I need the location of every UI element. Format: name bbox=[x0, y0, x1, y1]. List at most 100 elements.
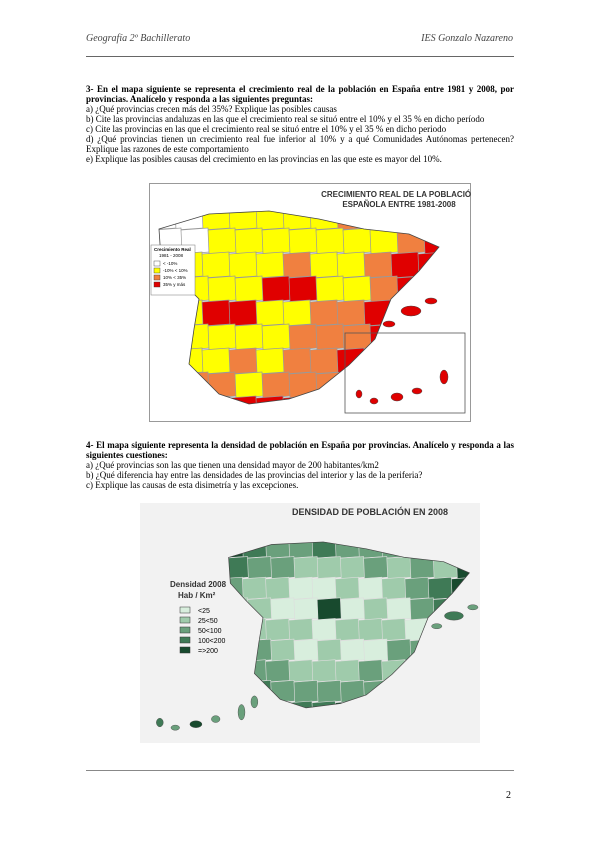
province bbox=[282, 347, 313, 375]
legend-label: < -10% bbox=[163, 261, 177, 266]
province bbox=[293, 556, 320, 580]
legend-swatch bbox=[153, 274, 161, 281]
legend: Densidad 2008 Hab / Km² <25 25<50 50<100… bbox=[170, 580, 227, 655]
province bbox=[288, 323, 319, 351]
province bbox=[311, 576, 338, 600]
island bbox=[382, 320, 396, 328]
island bbox=[444, 611, 464, 621]
legend-label: -10% < 10% bbox=[163, 268, 188, 273]
province bbox=[201, 251, 232, 279]
legend-swatch bbox=[179, 606, 191, 614]
province bbox=[363, 251, 394, 279]
province bbox=[381, 618, 407, 642]
province bbox=[316, 638, 343, 662]
province bbox=[234, 323, 265, 351]
province bbox=[270, 556, 297, 580]
province bbox=[234, 371, 265, 399]
island bbox=[170, 724, 180, 731]
province bbox=[261, 275, 292, 303]
section-3: 3- En el mapa siguiente se representa el… bbox=[86, 84, 514, 164]
coastline bbox=[228, 541, 470, 709]
province bbox=[207, 275, 238, 303]
legend: Crecimiento Real 1981 - 2008 < -10% -10%… bbox=[150, 244, 196, 296]
island bbox=[424, 297, 438, 305]
province bbox=[288, 576, 315, 600]
island bbox=[390, 392, 404, 402]
province bbox=[282, 299, 313, 327]
island bbox=[411, 387, 423, 395]
province bbox=[265, 659, 291, 683]
island bbox=[431, 623, 443, 629]
province bbox=[270, 597, 297, 621]
legend-label: 35% y más bbox=[163, 282, 186, 287]
header-rule bbox=[86, 56, 514, 57]
province bbox=[404, 576, 431, 600]
question: d) ¿Qué provincias tienen un crecimiento… bbox=[86, 134, 514, 154]
question: b) Cite las provincias andaluzas en las … bbox=[86, 114, 485, 124]
page-number: 2 bbox=[506, 790, 511, 801]
legend-swatch bbox=[179, 626, 191, 634]
province bbox=[293, 680, 320, 704]
island bbox=[355, 389, 363, 399]
province bbox=[261, 371, 292, 399]
legend-swatch bbox=[179, 616, 191, 624]
coastline bbox=[158, 210, 440, 405]
province bbox=[316, 597, 343, 621]
header-left: Geografía 2º Bachillerato bbox=[86, 33, 191, 44]
province bbox=[336, 299, 367, 327]
province bbox=[270, 638, 297, 662]
island bbox=[237, 704, 246, 721]
province bbox=[363, 597, 389, 621]
province bbox=[340, 556, 366, 580]
province bbox=[315, 227, 346, 255]
question: b) ¿Qué diferencia hay entre las densida… bbox=[86, 470, 423, 480]
canary-inset bbox=[344, 332, 466, 414]
province bbox=[309, 299, 340, 327]
province bbox=[340, 597, 366, 621]
province bbox=[311, 618, 338, 642]
legend-label: 25<50 bbox=[198, 618, 218, 625]
province bbox=[265, 618, 291, 642]
province bbox=[207, 227, 238, 255]
province bbox=[228, 299, 259, 327]
legend-swatch bbox=[153, 281, 161, 288]
province bbox=[234, 275, 265, 303]
question: a) ¿Qué provincias crecen más del 35%? E… bbox=[86, 104, 337, 114]
province bbox=[261, 323, 292, 351]
question: c) Explique las causas de esta disimetrí… bbox=[86, 480, 299, 490]
province bbox=[358, 618, 384, 642]
province bbox=[340, 638, 366, 662]
legend-label: =>200 bbox=[198, 648, 218, 655]
province bbox=[342, 227, 373, 255]
island bbox=[211, 715, 221, 723]
province bbox=[265, 576, 291, 600]
province bbox=[386, 597, 413, 621]
legend-swatch bbox=[179, 636, 191, 644]
province bbox=[311, 659, 338, 683]
province bbox=[381, 576, 407, 600]
province bbox=[316, 680, 343, 704]
legend-label: 100<200 bbox=[198, 638, 226, 645]
map-title: ESPAÑOLA ENTRE 1981-2008 bbox=[342, 200, 456, 209]
province bbox=[201, 347, 232, 375]
section-4: 4- El mapa siguiente representa la densi… bbox=[86, 440, 514, 490]
header-right: IES Gonzalo Nazareno bbox=[421, 33, 513, 44]
province bbox=[363, 556, 389, 580]
legend-label: 10% < 35% bbox=[163, 275, 186, 280]
island bbox=[189, 720, 203, 728]
island bbox=[467, 604, 479, 611]
province bbox=[201, 299, 232, 327]
province bbox=[261, 227, 292, 255]
province bbox=[293, 638, 320, 662]
province bbox=[242, 576, 268, 600]
question: e) Explique las posibles causas del crec… bbox=[86, 154, 442, 164]
density-map: DENSIDAD DE POBLACIÓN EN 2008 Densidad 2… bbox=[140, 503, 480, 743]
province bbox=[334, 659, 361, 683]
legend-swatch bbox=[153, 267, 161, 274]
legend-title: 1981 - 2008 bbox=[159, 253, 184, 258]
section-title: 4- El mapa siguiente representa la densi… bbox=[86, 440, 514, 460]
province bbox=[288, 659, 315, 683]
legend-title: Hab / Km² bbox=[178, 591, 216, 600]
island bbox=[156, 718, 164, 728]
